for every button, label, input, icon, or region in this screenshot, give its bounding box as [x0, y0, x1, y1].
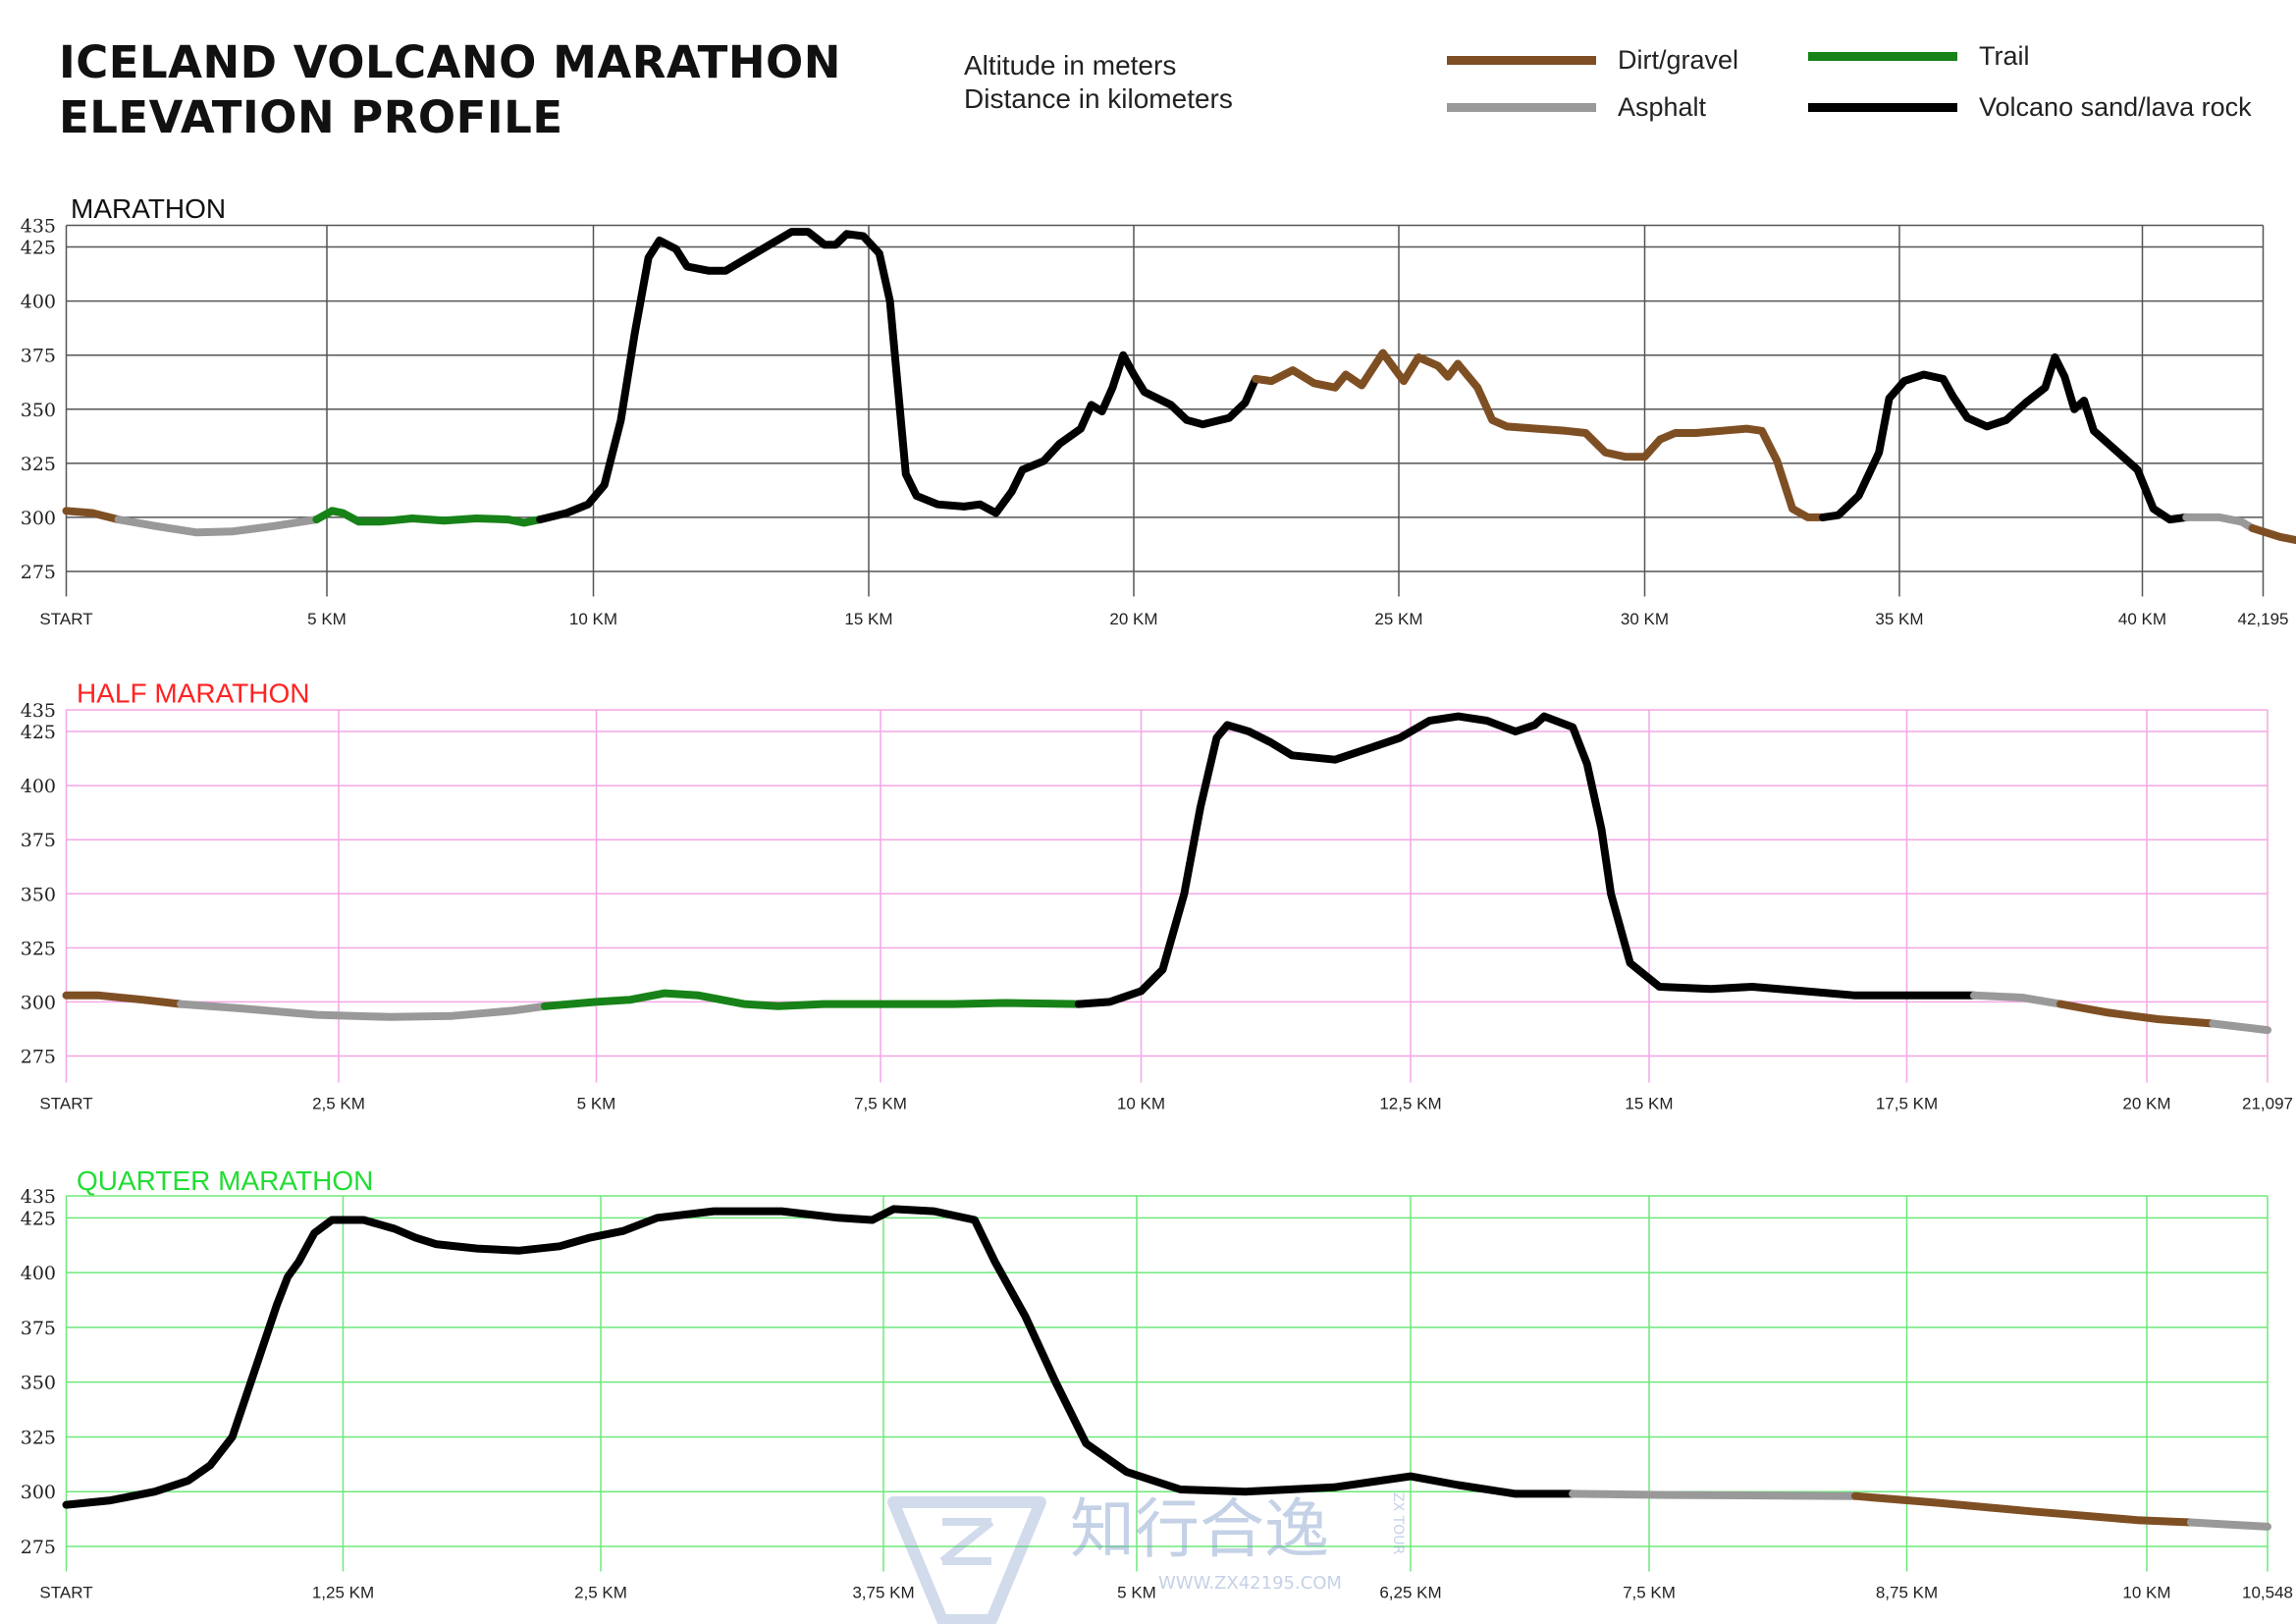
y-tick-label: 375 — [21, 1318, 56, 1339]
y-tick-label: 400 — [21, 292, 56, 313]
elevation-segment-asphalt — [177, 1000, 549, 1021]
y-tick-label: 350 — [21, 400, 56, 421]
x-tick-label: 6,25 KM — [1379, 1584, 1441, 1602]
chart-title: HALF MARATHON — [77, 678, 310, 709]
y-tick-label: 375 — [21, 346, 56, 367]
x-tick-label: 10,548 — [2242, 1584, 2293, 1602]
y-tick-label: 300 — [21, 992, 56, 1013]
legend-item-dirt: Dirt/gravel — [1447, 45, 1738, 76]
asphalt-swatch-icon — [1447, 103, 1596, 112]
elevation-segment-lava — [536, 228, 1260, 524]
elevation-segment-asphalt — [2209, 1019, 2271, 1035]
y-tick-label: 275 — [21, 1047, 56, 1068]
y-tick-label: 300 — [21, 508, 56, 529]
legend-label-trail: Trail — [1979, 41, 2030, 71]
legend-item-lava: Volcano sand/lava rock — [1808, 92, 2252, 123]
elevation-segment-asphalt — [1569, 1489, 1859, 1500]
y-tick-label: 425 — [21, 722, 56, 743]
x-tick-label: 7,5 KM — [1623, 1584, 1676, 1602]
y-tick-label: 435 — [21, 1186, 56, 1208]
elevation-segment-asphalt — [2186, 1518, 2271, 1531]
elevation-segment-dirt — [62, 507, 123, 524]
altitude-unit-label: Altitude in meters — [964, 50, 1177, 81]
lava-swatch-icon — [1808, 103, 1957, 112]
legend-item-asphalt: Asphalt — [1447, 92, 1706, 123]
x-tick-label: 21,097 — [2242, 1095, 2293, 1113]
elevation-segment-asphalt — [114, 515, 321, 537]
x-tick-label: 2,5 KM — [312, 1095, 365, 1113]
title-line-2: ELEVATION PROFILE — [59, 91, 563, 143]
units-note: Altitude in meters Distance in kilometer… — [964, 49, 1233, 116]
x-tick-label: 30 KM — [1621, 610, 1669, 628]
x-tick-label: 10 KM — [1117, 1095, 1165, 1113]
trail-swatch-icon — [1808, 52, 1957, 61]
y-tick-label: 325 — [21, 938, 56, 959]
y-tick-label: 400 — [21, 1263, 56, 1284]
x-tick-label: 35 KM — [1875, 610, 1923, 628]
x-tick-label: 15 KM — [844, 610, 892, 628]
elevation-segment-asphalt — [1970, 991, 2064, 1008]
x-tick-label: 20 KM — [1109, 610, 1157, 628]
distance-unit-label: Distance in kilometers — [964, 83, 1233, 114]
x-tick-label: 5 KM — [577, 1095, 616, 1113]
y-tick-label: 400 — [21, 776, 56, 797]
y-tick-label: 425 — [21, 1208, 56, 1229]
dirt-swatch-icon — [1447, 56, 1596, 65]
x-tick-label: 3,75 KM — [852, 1584, 914, 1602]
x-tick-label: 42,195 — [2238, 610, 2289, 628]
elevation-segment-dirt — [2248, 523, 2296, 545]
y-tick-label: 435 — [21, 216, 56, 238]
legend-item-trail: Trail — [1808, 41, 2030, 72]
x-tick-label: 7,5 KM — [854, 1095, 907, 1113]
x-tick-label: 10 KM — [569, 610, 617, 628]
elevation-segment-lava — [1074, 712, 1978, 1008]
x-tick-label: 12,5 KM — [1379, 1095, 1441, 1113]
legend-label-dirt: Dirt/gravel — [1618, 45, 1739, 75]
x-tick-label: 20 KM — [2122, 1095, 2170, 1113]
elevation-segment-lava — [1819, 352, 2191, 524]
elevation-segment-dirt — [1252, 349, 1828, 521]
elevation-segment-dirt — [2056, 1000, 2217, 1028]
y-tick-label: 425 — [21, 238, 56, 259]
x-tick-label: START — [39, 610, 92, 628]
x-tick-label: 5 KM — [1117, 1584, 1156, 1602]
legend-label-lava: Volcano sand/lava rock — [1979, 92, 2252, 122]
title-line-1: ICELAND VOLCANO MARATHON — [59, 36, 841, 88]
y-tick-label: 350 — [21, 884, 56, 905]
y-tick-label: 375 — [21, 830, 56, 851]
page-title: ICELAND VOLCANO MARATHON ELEVATION PROFI… — [59, 35, 841, 145]
x-tick-label: 25 KM — [1374, 610, 1422, 628]
x-tick-label: 8,75 KM — [1876, 1584, 1938, 1602]
y-tick-label: 350 — [21, 1373, 56, 1394]
elevation-segment-dirt — [62, 991, 186, 1008]
elevation-segment-lava — [62, 1205, 1577, 1509]
chart-title: QUARTER MARATHON — [77, 1165, 373, 1196]
elevation-segment-trail — [541, 989, 1083, 1010]
y-tick-label: 325 — [21, 454, 56, 475]
x-tick-label: 17,5 KM — [1876, 1095, 1938, 1113]
y-tick-label: 275 — [21, 562, 56, 583]
chart-title: MARATHON — [71, 193, 226, 224]
x-tick-label: START — [39, 1584, 92, 1602]
x-tick-label: 10 KM — [2122, 1584, 2170, 1602]
y-tick-label: 325 — [21, 1427, 56, 1448]
x-tick-label: 40 KM — [2118, 610, 2166, 628]
elevation-segment-dirt — [1851, 1491, 2195, 1527]
x-tick-label: 5 KM — [307, 610, 347, 628]
legend-label-asphalt: Asphalt — [1618, 92, 1707, 122]
elevation-segment-asphalt — [2182, 513, 2257, 532]
x-tick-label: START — [39, 1095, 92, 1113]
elevation-segment-trail — [312, 507, 545, 527]
x-tick-label: 1,25 KM — [312, 1584, 374, 1602]
y-tick-label: 300 — [21, 1482, 56, 1503]
y-tick-label: 275 — [21, 1537, 56, 1558]
y-tick-label: 435 — [21, 700, 56, 722]
x-tick-label: 15 KM — [1625, 1095, 1673, 1113]
x-tick-label: 2,5 KM — [574, 1584, 627, 1602]
